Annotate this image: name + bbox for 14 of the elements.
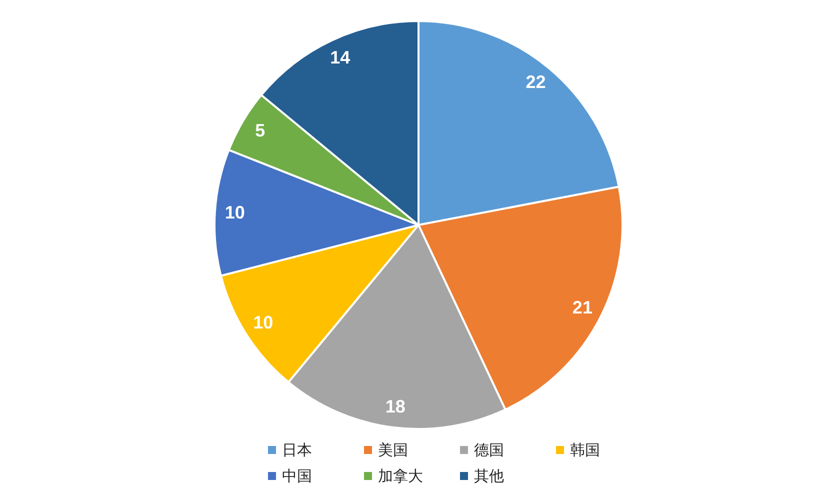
data-label: 10 xyxy=(224,202,245,222)
legend-label: 美国 xyxy=(378,440,408,460)
legend-label: 韩国 xyxy=(570,440,600,460)
legend-label: 日本 xyxy=(282,440,312,460)
data-label: 5 xyxy=(255,120,266,140)
data-label: 18 xyxy=(385,396,406,417)
legend-label: 德国 xyxy=(474,440,504,460)
legend-label: 其他 xyxy=(474,466,504,486)
data-label: 22 xyxy=(526,72,546,92)
data-label: 21 xyxy=(572,298,592,318)
legend-label: 中国 xyxy=(282,466,312,486)
data-label: 14 xyxy=(330,47,350,68)
legend-label: 加拿大 xyxy=(378,466,423,486)
data-label: 10 xyxy=(253,312,274,333)
